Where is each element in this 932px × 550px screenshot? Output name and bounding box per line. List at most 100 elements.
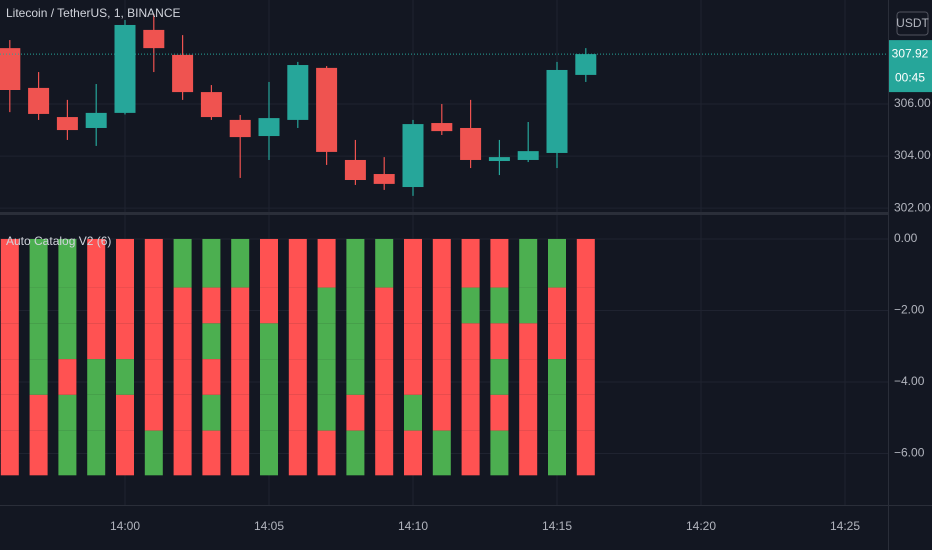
candle-body xyxy=(258,118,280,137)
bar-segment xyxy=(29,394,48,431)
bar-segment xyxy=(404,323,422,360)
x-tick-label: 14:20 xyxy=(686,519,716,533)
y-tick-label: −4.00 xyxy=(894,374,925,388)
bar-segment xyxy=(519,359,538,395)
bar-segment xyxy=(548,394,566,431)
chart-title: Litecoin / TetherUS, 1, BINANCE xyxy=(6,6,181,20)
bar-segment xyxy=(432,430,451,476)
bar-segment xyxy=(260,238,278,288)
bar-segment xyxy=(576,323,595,360)
bar-segment xyxy=(375,323,394,360)
bar-segment xyxy=(490,359,509,395)
bar-segment xyxy=(144,323,163,360)
y-tick-label: 306.00 xyxy=(894,96,931,110)
bar-segment xyxy=(317,287,336,324)
bar-segment xyxy=(404,287,422,324)
bar-segment xyxy=(58,394,77,431)
bar-segment xyxy=(260,323,278,360)
candle-body xyxy=(85,112,107,128)
bar-segment xyxy=(231,359,250,395)
countdown-label: 00:45 xyxy=(895,70,925,84)
bar-segment xyxy=(375,238,394,288)
bar-segment xyxy=(144,287,163,324)
bar-segment xyxy=(87,238,106,288)
candle-body xyxy=(546,69,568,153)
bar-segment xyxy=(346,430,365,476)
bar-segment xyxy=(548,323,566,360)
bar-segment xyxy=(404,394,422,431)
bar-segment xyxy=(173,287,192,324)
y-tick-label: −6.00 xyxy=(894,446,925,460)
bar-segment xyxy=(375,430,394,476)
bar-segment xyxy=(144,238,163,288)
candle-body xyxy=(431,123,453,132)
bar-segment xyxy=(432,287,451,324)
y-tick-label: 304.00 xyxy=(894,148,931,162)
bar-segment xyxy=(288,323,307,360)
candle-body xyxy=(316,67,338,152)
bar-segment xyxy=(576,430,595,476)
bar-segment xyxy=(404,430,422,476)
bar-segment xyxy=(173,323,192,360)
bar-segment xyxy=(0,323,19,360)
bar-segment xyxy=(346,287,365,324)
candle-body xyxy=(575,54,597,75)
bar-segment xyxy=(260,394,278,431)
bar-segment xyxy=(260,287,278,324)
currency-box[interactable] xyxy=(896,11,929,36)
bar-segment xyxy=(317,323,336,360)
bar-segment xyxy=(0,238,19,288)
candle-body xyxy=(344,159,366,181)
bar-segment xyxy=(548,359,566,395)
bar-segment xyxy=(317,359,336,395)
bar-segment xyxy=(375,359,394,395)
bar-segment xyxy=(144,359,163,395)
currency-label[interactable]: USDT xyxy=(896,16,929,30)
bar-segment xyxy=(0,359,19,395)
bar-segment xyxy=(231,394,250,431)
bar-segment xyxy=(173,238,192,288)
bar-segment xyxy=(144,430,163,476)
bar-segment xyxy=(432,238,451,288)
bar-segment xyxy=(87,394,106,431)
marks-layer xyxy=(0,14,888,476)
bar-segment xyxy=(461,359,480,395)
bar-segment xyxy=(432,394,451,431)
bar-segment xyxy=(58,287,77,324)
bar-segment xyxy=(432,359,451,395)
bar-segment xyxy=(87,430,106,476)
candle-body xyxy=(287,65,309,120)
bar-segment xyxy=(461,430,480,476)
bar-segment xyxy=(202,394,221,431)
bar-segment xyxy=(519,430,538,476)
candle-body xyxy=(517,151,539,160)
last-price-label: 307.92 xyxy=(892,46,929,60)
bar-segment xyxy=(576,238,595,288)
bar-segment xyxy=(144,394,163,431)
candle-body xyxy=(0,48,21,91)
bar-segment xyxy=(29,287,48,324)
bar-segment xyxy=(87,323,106,360)
candle-body xyxy=(28,87,50,114)
x-tick-label: 14:25 xyxy=(830,519,860,533)
candle-body xyxy=(114,24,136,113)
bar-segment xyxy=(231,287,250,324)
bar-segment xyxy=(116,394,134,431)
bar-segment xyxy=(58,430,77,476)
bar-segment xyxy=(346,323,365,360)
bar-segment xyxy=(0,430,19,476)
y-tick-label: −2.00 xyxy=(894,303,925,317)
candle-body xyxy=(172,54,194,93)
bar-segment xyxy=(87,287,106,324)
bar-segment xyxy=(58,238,77,288)
bar-segment xyxy=(231,323,250,360)
y-tick-label: 0.00 xyxy=(894,231,918,245)
bar-segment xyxy=(116,359,134,395)
bar-segment xyxy=(346,394,365,431)
bar-segment xyxy=(231,430,250,476)
bar-segment xyxy=(87,359,106,395)
candle-body xyxy=(488,157,510,162)
candle-body xyxy=(200,92,222,118)
bar-segment xyxy=(288,238,307,288)
